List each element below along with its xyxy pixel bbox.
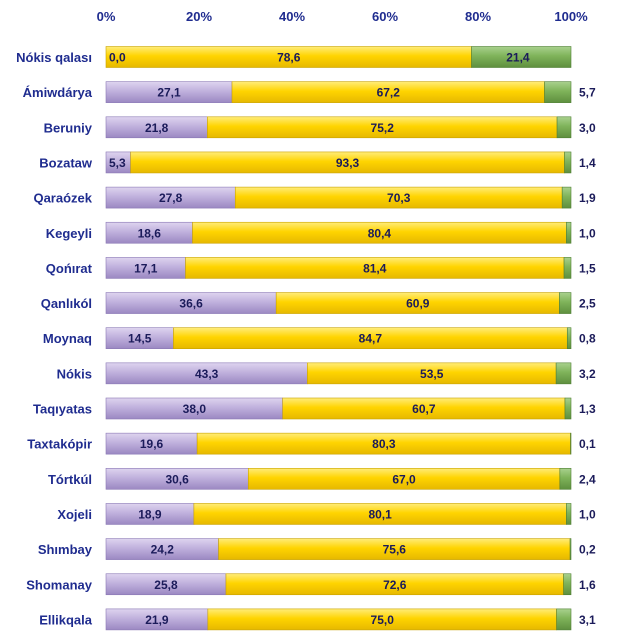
bar-segment-3 bbox=[563, 257, 572, 279]
data-label: 75,0 bbox=[371, 613, 395, 627]
category-label: Nókis qalası bbox=[16, 50, 92, 65]
data-label: 67,2 bbox=[377, 86, 401, 100]
bar-segment-3 bbox=[555, 362, 572, 385]
data-label: 18,6 bbox=[138, 226, 162, 240]
category-label: Qaraózek bbox=[33, 191, 92, 206]
category-label: Taqıyatas bbox=[33, 402, 92, 417]
data-label: 1,6 bbox=[579, 578, 596, 592]
data-label: 70,3 bbox=[387, 191, 411, 205]
data-label: 38,0 bbox=[183, 402, 207, 416]
category-label: Tórtkúl bbox=[48, 472, 92, 487]
bar-segment-3 bbox=[559, 292, 572, 314]
data-label: 60,9 bbox=[406, 297, 430, 311]
bars bbox=[105, 46, 572, 631]
bar-segment-3 bbox=[559, 467, 572, 490]
data-label: 2,5 bbox=[579, 297, 596, 311]
value-labels: 0,0 78,6 21,4 27,1 67,2 5,7 21,8 75,2 3,0 5,3 93,3… bbox=[109, 51, 596, 627]
data-label: 3,2 bbox=[579, 367, 596, 381]
category-label: Moynaq bbox=[43, 331, 92, 346]
data-label: 21,4 bbox=[506, 51, 530, 65]
data-label: 1,0 bbox=[579, 507, 596, 521]
data-label: 0,1 bbox=[579, 437, 596, 451]
data-label: 14,5 bbox=[128, 332, 152, 346]
data-label: 72,6 bbox=[383, 578, 407, 592]
data-label: 53,5 bbox=[420, 367, 444, 381]
data-label: 27,8 bbox=[159, 191, 183, 205]
data-label: 75,6 bbox=[383, 543, 407, 557]
data-label: 1,3 bbox=[579, 402, 596, 416]
x-tick-label: 80% bbox=[465, 9, 491, 24]
bar-segment-3 bbox=[569, 538, 572, 560]
data-label: 80,1 bbox=[368, 507, 392, 521]
data-label: 0,2 bbox=[579, 543, 596, 557]
bar-segment-3 bbox=[556, 116, 572, 139]
data-label: 21,9 bbox=[145, 613, 169, 627]
data-label: 17,1 bbox=[134, 261, 158, 275]
data-label: 78,6 bbox=[277, 51, 301, 65]
bar-segment-3 bbox=[556, 608, 572, 631]
category-label: Taxtakópir bbox=[27, 437, 92, 452]
data-label: 19,6 bbox=[140, 437, 164, 451]
data-label: 67,0 bbox=[392, 472, 416, 486]
category-label: Bozataw bbox=[39, 155, 93, 170]
data-label: 0,0 bbox=[109, 51, 126, 65]
x-axis-ticks: 0% 20% 40% 60% 80% 100% bbox=[97, 9, 588, 24]
bar-segment-3 bbox=[471, 46, 572, 68]
data-label: 18,9 bbox=[138, 507, 162, 521]
x-tick-label: 100% bbox=[554, 9, 588, 24]
category-labels: Nókis qalası Ámiwdárya Beruniy Bozataw Qaraó… bbox=[16, 50, 93, 627]
data-label: 80,3 bbox=[372, 437, 396, 451]
category-label: Shımbay bbox=[38, 542, 93, 557]
data-label: 1,0 bbox=[579, 226, 596, 240]
x-tick-label: 40% bbox=[279, 9, 305, 24]
data-label: 21,8 bbox=[145, 121, 169, 135]
bar-segment-3 bbox=[566, 327, 572, 350]
data-label: 81,4 bbox=[363, 261, 387, 275]
data-label: 1,5 bbox=[579, 261, 596, 275]
category-label: Nókis bbox=[57, 366, 92, 381]
bar-segment-3 bbox=[564, 151, 572, 174]
data-label: 75,2 bbox=[371, 121, 395, 135]
data-label: 30,6 bbox=[165, 472, 189, 486]
data-label: 24,2 bbox=[151, 543, 175, 557]
data-label: 1,4 bbox=[579, 156, 596, 170]
x-tick-label: 0% bbox=[97, 9, 116, 24]
data-label: 5,3 bbox=[109, 156, 126, 170]
data-label: 2,4 bbox=[579, 472, 596, 486]
bar-segment-3 bbox=[566, 503, 572, 525]
x-tick-label: 60% bbox=[372, 9, 398, 24]
bar-segment-3 bbox=[566, 221, 572, 244]
data-label: 1,9 bbox=[579, 191, 596, 205]
category-label: Qanlıkól bbox=[41, 296, 92, 311]
category-label: Ellikqala bbox=[39, 612, 93, 627]
data-label: 25,8 bbox=[154, 578, 178, 592]
category-label: Shomanay bbox=[26, 577, 93, 592]
category-label: Xojeli bbox=[57, 507, 92, 522]
category-label: Qońırat bbox=[46, 261, 93, 276]
data-label: 43,3 bbox=[195, 367, 219, 381]
data-label: 60,7 bbox=[412, 402, 436, 416]
data-label: 3,0 bbox=[579, 121, 596, 135]
data-label: 93,3 bbox=[336, 156, 360, 170]
data-label: 84,7 bbox=[359, 332, 383, 346]
bar-segment-3 bbox=[561, 186, 572, 209]
bar-segment-3 bbox=[544, 81, 572, 103]
bar-segment-3 bbox=[563, 573, 572, 596]
category-label: Beruniy bbox=[44, 120, 93, 135]
data-label: 0,8 bbox=[579, 332, 596, 346]
data-label: 5,7 bbox=[579, 86, 596, 100]
bar-segment-3 bbox=[564, 397, 572, 420]
data-label: 27,1 bbox=[157, 86, 181, 100]
data-label: 3,1 bbox=[579, 613, 596, 627]
data-label: 80,4 bbox=[368, 226, 392, 240]
category-label: Ámiwdárya bbox=[23, 85, 93, 100]
x-tick-label: 20% bbox=[186, 9, 212, 24]
category-label: Kegeyli bbox=[46, 226, 92, 241]
data-label: 36,6 bbox=[179, 297, 203, 311]
